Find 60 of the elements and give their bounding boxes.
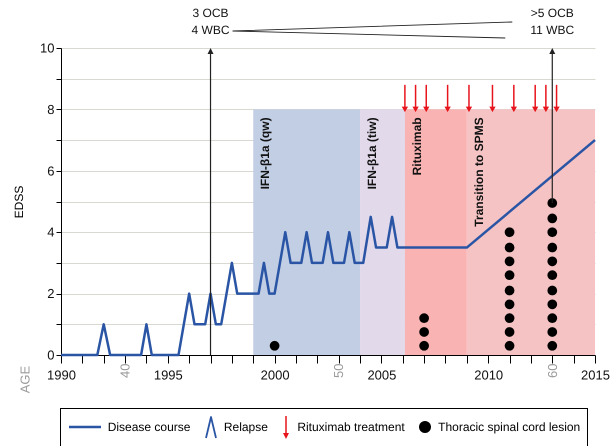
x-tick-label: 2005 <box>367 368 396 382</box>
point <box>547 242 558 252</box>
point <box>510 106 517 112</box>
point <box>504 270 514 280</box>
point <box>504 286 514 296</box>
point <box>489 106 496 112</box>
text: Relapse <box>224 420 268 434</box>
point <box>547 327 558 337</box>
point <box>504 256 514 266</box>
legend-label: Rituximab treatment <box>297 420 405 434</box>
point <box>532 106 538 112</box>
point <box>542 106 550 112</box>
point <box>504 299 514 310</box>
band-label: IFN-β1a (qw) <box>258 117 272 190</box>
x-tick-label: 1995 <box>154 368 183 382</box>
legend-label: Thoracic spinal cord lesion <box>438 420 580 434</box>
point <box>419 340 429 351</box>
point <box>547 270 558 280</box>
point <box>419 313 429 324</box>
point <box>444 106 451 112</box>
point <box>547 340 558 351</box>
point <box>504 227 514 238</box>
x2-tick-label: 60 <box>544 364 560 378</box>
y-tick-label: 8 <box>47 102 54 117</box>
point <box>547 313 558 324</box>
y-tick-label: 6 <box>47 163 54 178</box>
x-tick-label: 2015 <box>581 368 610 382</box>
point <box>419 327 429 337</box>
point <box>553 106 560 112</box>
y-tick-label: 0 <box>47 348 54 362</box>
legend-label: Disease course <box>108 420 190 434</box>
point <box>270 340 280 351</box>
x-tick-label: 2000 <box>260 368 290 382</box>
point <box>547 286 558 296</box>
point <box>547 299 558 310</box>
y-tick-label: 2 <box>47 286 54 302</box>
point <box>504 340 514 351</box>
ref-line-label: 3 OCB 4 WBC <box>192 6 230 37</box>
x2-axis-title: AGE <box>18 365 32 394</box>
x2-tick-label: 50 <box>331 364 346 378</box>
point <box>466 106 472 112</box>
band-label: Rituximab <box>410 117 424 176</box>
point <box>504 327 514 337</box>
point <box>547 214 558 224</box>
y-tick-label: 4 <box>47 224 54 240</box>
x-tick-label: 2010 <box>474 368 504 382</box>
point <box>547 227 558 238</box>
point <box>402 106 408 112</box>
x2-tick-label: 40 <box>118 364 133 378</box>
point <box>547 256 558 266</box>
point <box>423 106 430 112</box>
point <box>412 106 419 112</box>
x-tick-label: 1990 <box>47 368 76 382</box>
point <box>504 313 514 324</box>
band-label: IFN-β1a (tiw) <box>365 117 380 190</box>
annotation: >5 OCB 11 WBC <box>530 6 575 37</box>
y-axis-title: EDSS <box>12 186 26 218</box>
point <box>504 242 514 252</box>
band-label: Transition to SPMS <box>472 117 486 227</box>
y-tick-label: 10 <box>40 40 54 56</box>
